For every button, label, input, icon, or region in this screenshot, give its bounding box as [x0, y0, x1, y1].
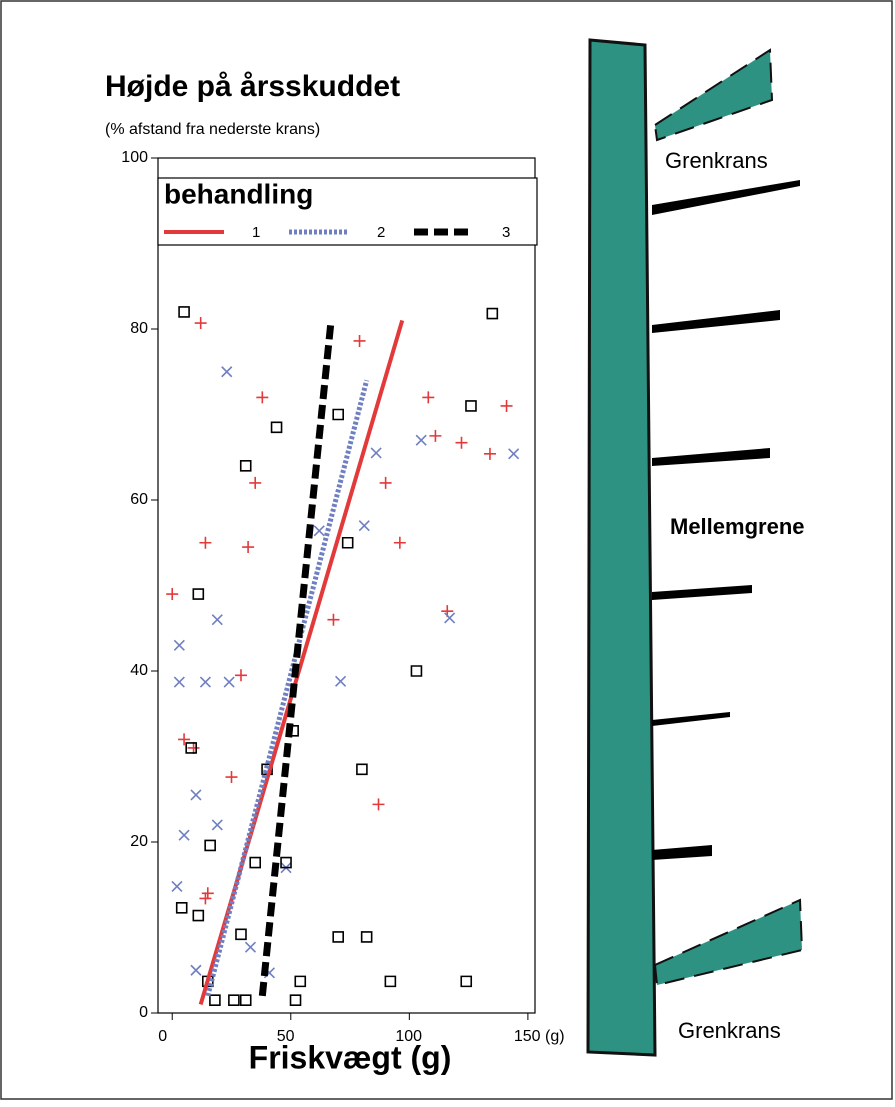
annotation: Mellemgrene — [670, 514, 805, 539]
trunk — [588, 40, 655, 1055]
x-tick-label: 0 — [158, 1028, 167, 1045]
y-tick-label: 60 — [130, 491, 148, 508]
x-tick-label: 150 (g) — [514, 1028, 565, 1045]
y-tick-label: 0 — [139, 1004, 148, 1021]
legend-title: behandling — [164, 178, 313, 209]
annotation: Grenkrans — [665, 148, 768, 173]
chart-title: Højde på årsskuddet — [105, 70, 400, 103]
legend-label: 1 — [252, 224, 260, 241]
x-tick-label: 50 — [277, 1028, 295, 1045]
y-tick-label: 20 — [130, 833, 148, 850]
y-tick-label: 100 — [121, 149, 148, 166]
y-tick-label: 80 — [130, 320, 148, 337]
chart-subtitle: (% afstand fra nederste krans) — [105, 121, 320, 138]
x-tick-label: 100 — [395, 1028, 422, 1045]
chart: Højde på årsskuddet (% afstand fra neder… — [0, 0, 895, 1102]
legend-label: 3 — [502, 224, 510, 241]
legend-label: 2 — [377, 224, 385, 241]
annotation: Grenkrans — [678, 1018, 781, 1043]
y-tick-label: 40 — [130, 662, 148, 679]
